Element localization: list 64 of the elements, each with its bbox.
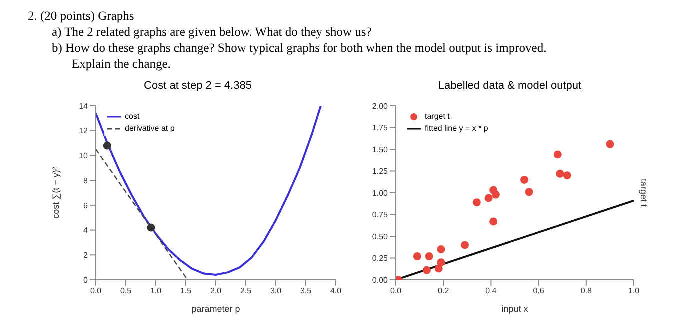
- point: [437, 258, 446, 267]
- point: [606, 140, 614, 148]
- legend-label: fitted line y = x * p: [425, 123, 488, 135]
- y-tick-label: 1.75: [372, 124, 389, 133]
- point: [484, 194, 493, 202]
- y-tick-label: 6: [84, 201, 89, 210]
- point: [563, 172, 572, 180]
- x-tick-label: 0.5: [120, 286, 132, 296]
- text: b) How do these graphs change? Show typical graphs for both when the model output is improved.: [51, 40, 548, 56]
- point: [556, 170, 564, 178]
- x-tick-label: 1.5: [180, 286, 192, 296]
- legend-label: derivative at p: [125, 123, 175, 135]
- y-tick-label: 0: [84, 276, 89, 285]
- point: [554, 150, 562, 159]
- x-tick-label: 1.0: [150, 286, 162, 296]
- y-tick-label: 1.25: [372, 167, 389, 176]
- point: [490, 218, 498, 226]
- x-tick-label: 0.4: [486, 286, 498, 296]
- y-tick-label: 10: [79, 152, 89, 161]
- chart-title: Labelled data & model output: [437, 80, 583, 94]
- x-tick-label: 0.8: [580, 286, 593, 296]
- point: [520, 176, 529, 184]
- point: [492, 190, 500, 199]
- point: [472, 198, 481, 207]
- x-axis-title: input x: [502, 304, 529, 314]
- x-tick-label: 0.0: [390, 286, 402, 296]
- legend-label: target t: [425, 111, 450, 123]
- y-tick-label: 1.50: [372, 145, 389, 154]
- text: 2. (20 points) Graphs: [28, 8, 136, 24]
- y-tick-label: 12: [79, 126, 89, 136]
- text: a) The 2 related graphs are given below. What do they show us?: [51, 24, 373, 40]
- y-tick-label: 1.00: [372, 188, 389, 198]
- x-tick-label: 4.0: [330, 286, 342, 296]
- legend-label: cost: [125, 111, 140, 123]
- y2-axis-title: target t: [638, 178, 649, 208]
- y-tick-label: 0.00: [372, 276, 389, 285]
- line-series: [96, 106, 322, 276]
- text: Explain the change.: [71, 56, 172, 72]
- x-tick-label: 3.0: [270, 286, 282, 296]
- point: [437, 246, 446, 254]
- y-axis-title: cost ∑(t − y)²: [51, 167, 62, 219]
- x-tick-label: 2.5: [240, 286, 252, 296]
- y-tick-label: 2: [84, 250, 89, 260]
- chart-title: Cost at step 2 = 4.385: [143, 80, 253, 94]
- point: [425, 252, 434, 261]
- x-tick-label: 1.0: [628, 286, 640, 296]
- y-tick-label: 8: [84, 176, 89, 186]
- point: [413, 252, 422, 261]
- x-tick-label: 0.2: [438, 286, 450, 296]
- point: [422, 266, 431, 274]
- y-tick-label: 2.00: [372, 102, 389, 111]
- x-axis-title: parameter p: [192, 304, 240, 314]
- x-tick-label: 3.5: [300, 286, 312, 296]
- x-tick-label: 2.0: [210, 286, 222, 296]
- y-tick-label: 4: [84, 226, 89, 236]
- y-tick-label: 0.75: [372, 210, 389, 220]
- x-tick-label: 0.6: [533, 286, 545, 296]
- y-tick-label: 14: [79, 102, 89, 111]
- y-tick-label: 0.50: [372, 232, 389, 242]
- point: [525, 188, 534, 196]
- y-tick-label: 0.25: [372, 254, 389, 264]
- point: [434, 264, 443, 273]
- x-tick-label: 0.0: [90, 286, 102, 296]
- point: [461, 241, 470, 250]
